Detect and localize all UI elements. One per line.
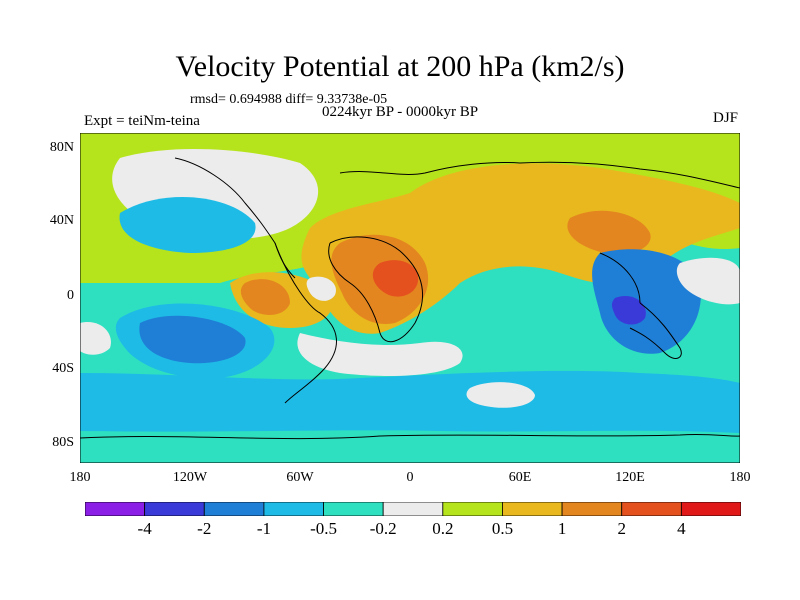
lat-label: 80S [52, 435, 74, 450]
colorbar-label: 4 [677, 519, 686, 538]
experiment-label: Expt = teiNm-teina [84, 113, 200, 129]
colorbar-swatch [382, 502, 444, 516]
lon-label: 180 [69, 470, 91, 485]
lon-label: 0 [406, 470, 414, 485]
chart-title: Velocity Potential at 200 hPa (km2/s) [175, 50, 625, 83]
colorbar-label: -2 [197, 519, 212, 538]
colorbar-swatch [621, 502, 682, 516]
lat-label: 0 [67, 288, 74, 303]
period-label: 0224kyr BP - 0000kyr BP [322, 104, 479, 120]
colorbar-label: 1 [557, 519, 567, 538]
colorbar-swatch [680, 502, 741, 516]
colorbar-label: -4 [137, 519, 152, 538]
colorbar-swatch [323, 502, 384, 516]
lon-label: 120W [172, 470, 208, 485]
lat-label: 40N [49, 213, 74, 228]
colorbar-label: 2 [617, 519, 626, 538]
colorbar-label: -1 [256, 519, 271, 538]
colorbar-swatch [85, 502, 146, 516]
colorbar-swatch [502, 502, 563, 516]
lon-label: 180 [729, 470, 751, 485]
colorbar-swatch [144, 502, 205, 516]
colorbar-swatch [203, 502, 265, 516]
colorbar-label: 0.2 [432, 519, 454, 538]
lon-label: 60W [286, 470, 314, 485]
season-label: DJF [712, 110, 738, 126]
stats-text: rmsd= 0.694988 diff= 9.33738e-05 [190, 92, 388, 107]
coastlines [80, 157, 740, 440]
lat-label: 80N [49, 140, 74, 155]
colorbar-swatch [263, 502, 324, 516]
colorbar-label: -0.2 [369, 519, 397, 538]
lat-label: 40S [52, 361, 74, 376]
lon-label: 60E [508, 470, 532, 485]
colorbar-swatch [442, 502, 503, 516]
colorbar-swatch [561, 502, 623, 516]
colorbar [85, 502, 741, 516]
velocity-potential-map [80, 133, 740, 463]
colorbar-label: -0.5 [310, 519, 337, 538]
lon-label: 120E [615, 470, 645, 485]
colorbar-label: 0.5 [491, 519, 514, 538]
